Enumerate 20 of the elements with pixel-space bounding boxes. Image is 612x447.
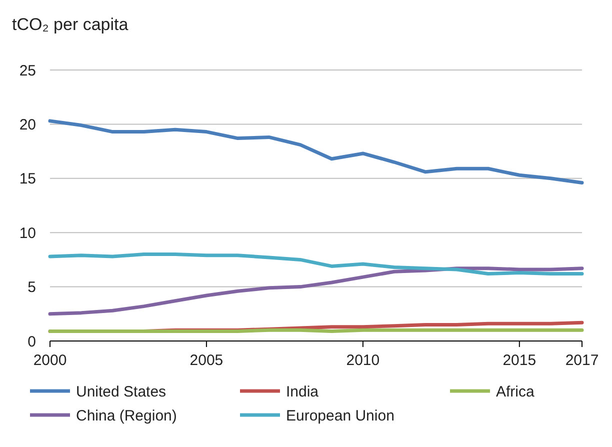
x-tick-label: 2005 — [190, 352, 224, 369]
y-tick-label: 10 — [19, 224, 36, 242]
line-series — [48, 266, 584, 316]
y-tick-label: 15 — [19, 170, 36, 188]
x-tick-label: 2015 — [502, 352, 536, 369]
legend-label: Africa — [496, 383, 535, 400]
y-tick-label: 25 — [19, 62, 36, 80]
line-series — [48, 119, 584, 184]
legend-label: United States — [76, 383, 166, 400]
y-tick-label: 0 — [28, 333, 36, 350]
legend-label: China (Region) — [76, 407, 177, 424]
legend-label: European Union — [286, 407, 394, 424]
x-tick-label: 2017 — [565, 352, 599, 369]
y-tick-label: 5 — [28, 279, 36, 296]
x-tick-label: 2000 — [33, 352, 67, 369]
line-series — [48, 252, 584, 276]
x-tick-label: 2010 — [346, 352, 380, 369]
y-tick-label: 20 — [19, 116, 36, 134]
y-axis-title: tCO₂ per capita — [12, 15, 129, 34]
legend-label: India — [286, 383, 320, 400]
